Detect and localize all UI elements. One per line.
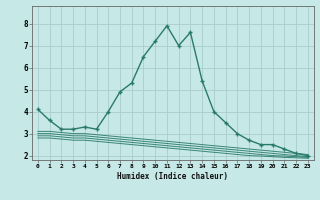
X-axis label: Humidex (Indice chaleur): Humidex (Indice chaleur) <box>117 172 228 181</box>
